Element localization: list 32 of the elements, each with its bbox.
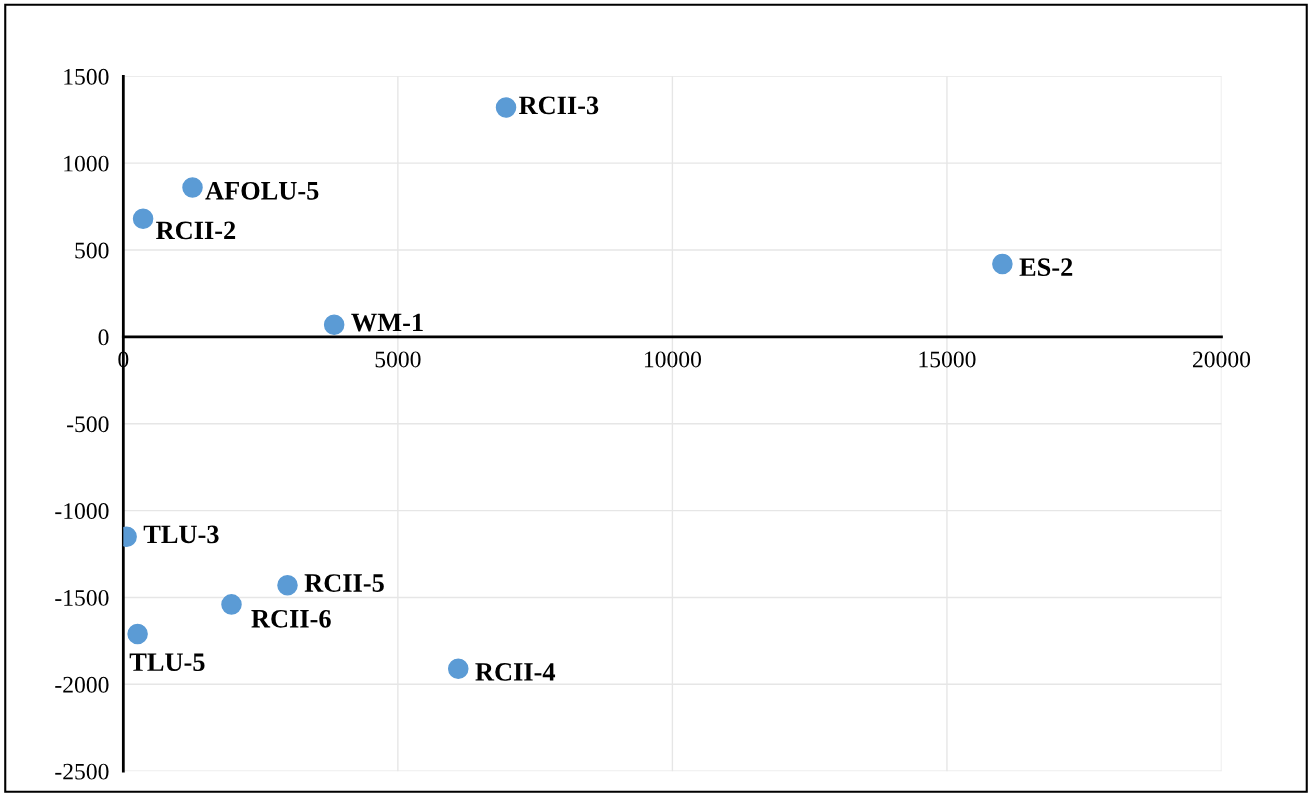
annotation: RCII-4 <box>475 663 556 681</box>
annotation: RCII-3 <box>518 96 599 115</box>
y-tick-label: -500 <box>67 416 109 433</box>
point <box>182 177 203 198</box>
point <box>495 97 517 118</box>
y-tick-label: -1000 <box>55 503 109 520</box>
point <box>323 314 345 335</box>
annotation: TLU-5 <box>129 653 205 672</box>
point <box>221 594 242 615</box>
x-tick-label: 5000 <box>375 351 421 368</box>
y-tick-label: -2500 <box>55 763 109 780</box>
annotation: RCII-6 <box>251 609 331 628</box>
y-tick-label: -2000 <box>55 676 109 693</box>
point <box>992 253 1013 275</box>
x-tick-label: 20000 <box>1192 351 1251 368</box>
annotation: ES-2 <box>1019 258 1073 277</box>
annotation: WM-1 <box>351 313 423 332</box>
annotation: RCII-2 <box>156 221 236 240</box>
y-tick-label: 500 <box>75 242 109 259</box>
y-tick-label: -1500 <box>55 589 109 606</box>
x-tick-label: 15000 <box>919 351 976 368</box>
x-tick-label: 10000 <box>644 351 702 368</box>
annotation: TLU-3 <box>143 525 219 544</box>
y-tick-label: 1500 <box>64 68 109 85</box>
point <box>277 575 298 596</box>
y-tick-label: 0 <box>98 329 109 346</box>
annotation: AFOLU-5 <box>205 181 319 200</box>
point <box>132 208 154 230</box>
y-tick-label: 1000 <box>64 155 109 172</box>
point <box>127 623 148 645</box>
annotation: RCII-5 <box>304 574 384 592</box>
point <box>447 658 469 679</box>
